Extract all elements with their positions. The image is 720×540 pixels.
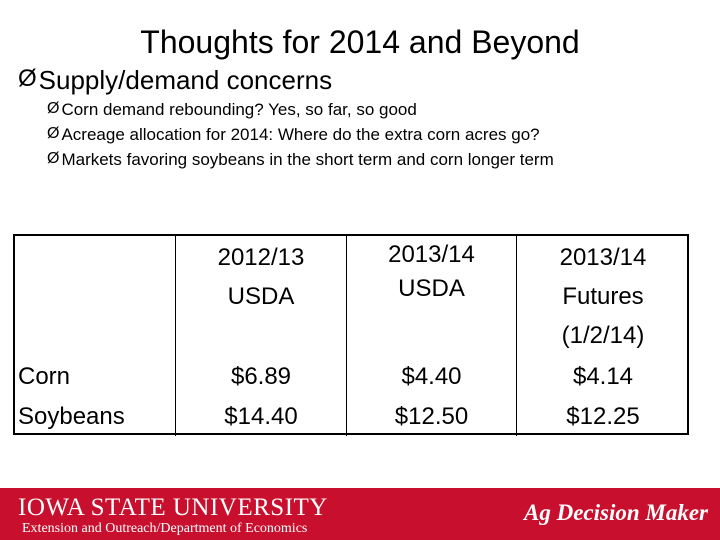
column-header-line: Futures — [562, 283, 644, 310]
column-header-line: 2012/13 — [217, 244, 305, 271]
arrow-bullet-icon: Ø — [47, 150, 60, 167]
department-label: Extension and Outreach/Department of Eco… — [22, 521, 308, 536]
ag-decision-maker-logo: Ag Decision Maker — [524, 500, 708, 525]
sub-bullet: Ø Corn demand rebounding? Yes, so far, s… — [47, 100, 417, 120]
table-cell: $12.25 — [566, 403, 640, 430]
table-cell: $4.40 — [401, 363, 462, 390]
table-divider — [346, 236, 347, 436]
sub-bullet: Ø Markets favoring soybeans in the short… — [47, 150, 554, 170]
sub-bullet-text: Markets favoring soybeans in the short t… — [61, 150, 554, 169]
column-header-line: 2013/14 — [388, 241, 475, 268]
slide-title: Thoughts for 2014 and Beyond — [140, 24, 580, 60]
column-header-line: (1/2/14) — [561, 322, 645, 349]
table-cell: $12.50 — [394, 403, 469, 430]
isu-logo: IOWA STATE UNIVERSITY — [18, 494, 328, 521]
column-header: 2012/13 USDA — [176, 238, 346, 316]
column-header-line: USDA — [227, 283, 295, 310]
table-cell: $4.14 — [572, 363, 634, 390]
sub-bullet-text: Acreage allocation for 2014: Where do th… — [61, 125, 540, 144]
arrow-bullet-icon: Ø — [47, 125, 60, 142]
main-bullet-text: Supply/demand concerns — [38, 65, 333, 95]
column-header-line: 2013/14 — [559, 244, 647, 271]
table-cell: $6.89 — [230, 363, 292, 390]
footer-bar: IOWA STATE UNIVERSITY Extension and Outr… — [0, 488, 720, 540]
row-label-corn: Corn — [18, 363, 71, 390]
sub-bullet: Ø Acreage allocation for 2014: Where do … — [47, 125, 540, 145]
main-bullet: Ø Supply/demand concerns — [18, 65, 332, 96]
arrow-bullet-icon: Ø — [18, 65, 37, 92]
table-cell: $14.40 — [224, 403, 298, 430]
row-label-soybeans: Soybeans — [18, 403, 125, 430]
sub-bullet-text: Corn demand rebounding? Yes, so far, so … — [61, 100, 417, 119]
table-divider — [175, 236, 176, 436]
price-table — [13, 234, 689, 435]
column-header-line: USDA — [398, 275, 465, 302]
column-header: 2013/14 Futures (1/2/14) — [517, 238, 689, 355]
arrow-bullet-icon: Ø — [47, 100, 60, 117]
column-header: 2013/14 USDA — [347, 238, 516, 306]
table-divider — [516, 236, 517, 436]
